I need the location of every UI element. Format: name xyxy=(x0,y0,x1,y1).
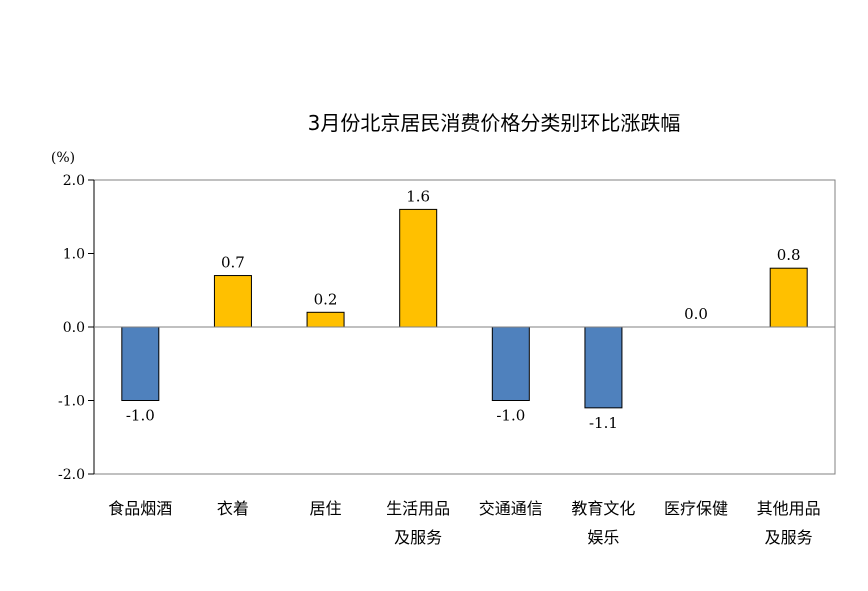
bar xyxy=(306,311,345,328)
bar xyxy=(213,275,252,328)
data-label: 1.6 xyxy=(406,187,430,205)
category-label-line: 医疗保健 xyxy=(664,499,728,518)
category-label-line: 及服务 xyxy=(765,528,813,547)
category-label: 衣着 xyxy=(217,499,249,518)
bar xyxy=(121,326,160,401)
bar xyxy=(769,267,808,328)
data-labels: -1.0 0.7 0.2 1.6 -1.0 -1.1 0.0 0.8 xyxy=(126,187,801,431)
category-label: 居住 xyxy=(310,499,342,518)
chart-title: 3月份北京居民消费价格分类别环比涨跌幅 xyxy=(308,111,681,135)
category-label-line: 及服务 xyxy=(394,528,442,547)
bar xyxy=(399,208,438,328)
y-tick-label: 0.0 xyxy=(63,320,85,336)
category-label-line: 其他用品 xyxy=(757,499,821,518)
data-label: 0.0 xyxy=(684,305,708,323)
y-tick-label: -1.0 xyxy=(58,394,85,410)
y-tick-label: -2.0 xyxy=(58,467,85,483)
data-label: 0.2 xyxy=(314,290,338,308)
category-label-line: 娱乐 xyxy=(587,528,619,547)
data-label: -1.0 xyxy=(126,407,155,425)
category-label-line: 居住 xyxy=(310,499,342,518)
category-label-line: 教育文化 xyxy=(571,499,635,518)
bar-series xyxy=(121,208,808,409)
y-axis: 2.0 1.0 0.0 -1.0 -2.0 xyxy=(58,173,95,483)
category-label: 食品烟酒 xyxy=(108,499,172,518)
bar xyxy=(584,326,623,409)
category-label-line: 衣着 xyxy=(217,499,249,518)
data-label: -1.1 xyxy=(589,414,618,432)
bar xyxy=(491,326,530,401)
category-label-line: 交通通信 xyxy=(479,499,543,518)
data-label: -1.0 xyxy=(496,407,525,425)
category-label-line: 食品烟酒 xyxy=(108,499,172,518)
category-label: 医疗保健 xyxy=(664,499,728,518)
category-label-line: 生活用品 xyxy=(386,499,450,518)
category-label: 交通通信 xyxy=(479,499,543,518)
unit-label: (%) xyxy=(51,150,75,166)
data-label: 0.7 xyxy=(221,254,245,272)
y-tick-label: 1.0 xyxy=(63,247,85,263)
y-tick-label: 2.0 xyxy=(63,173,85,189)
data-label: 0.8 xyxy=(777,246,801,264)
